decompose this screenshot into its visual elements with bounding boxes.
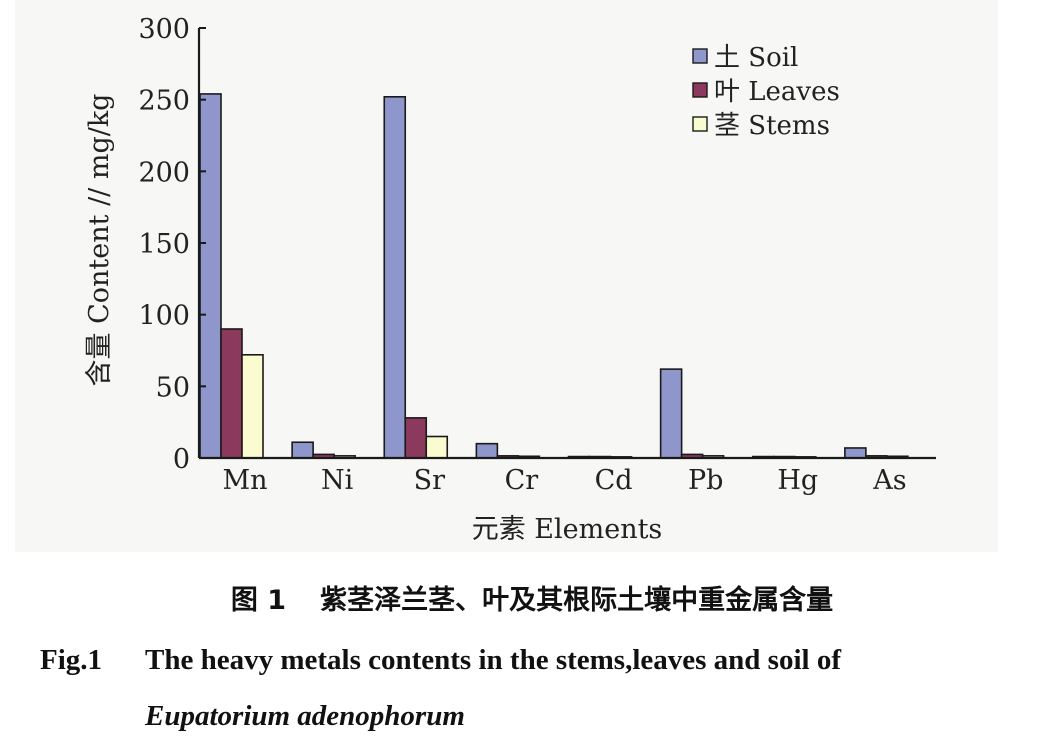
caption-cn-title: 紫茎泽兰茎、叶及其根际土壤中重金属含量 xyxy=(320,585,834,616)
bar-sr-series-3 xyxy=(425,435,449,459)
y-tick-label: 100 xyxy=(138,301,190,332)
bar-mn-series-3 xyxy=(241,353,264,459)
legend-swatch-2 xyxy=(692,82,708,98)
caption-chinese: 图 1 紫茎泽兰茎、叶及其根际土壤中重金属含量 xyxy=(0,578,1064,617)
legend-label-2: 叶 Leaves xyxy=(714,77,840,107)
legend: 土 Soil 叶 Leaves 茎 Stems xyxy=(692,43,840,141)
bar-cr-series-1 xyxy=(475,442,499,459)
caption-cn-number: 图 1 xyxy=(230,585,287,616)
axes-layer: 0 50 100 150 200 250 300 Mn Ni Sr Cr Cd Pb Hg As xyxy=(138,14,936,496)
bar-pb-series-1 xyxy=(659,368,683,459)
legend-label-1: 土 Soil xyxy=(714,43,798,73)
x-tick-label-pb: Pb xyxy=(688,465,723,496)
figure-panel xyxy=(15,0,998,552)
bars-layer xyxy=(199,93,909,459)
caption-english: Fig.1 The heavy metals contents in the st… xyxy=(40,640,1040,732)
bar-as-series-1 xyxy=(844,447,867,459)
y-tick-label: 0 xyxy=(173,444,190,475)
bar-chart: 0 50 100 150 200 250 300 Mn Ni Sr Cr Cd Pb Hg As 土 Soi… xyxy=(84,14,936,545)
bar-ni-series-1 xyxy=(291,441,314,459)
x-tick-label-cd: Cd xyxy=(595,465,633,496)
x-tick-label-cr: Cr xyxy=(505,465,539,496)
y-axis-title: 含量 Content // mg/kg xyxy=(84,94,115,387)
y-tick-label: 300 xyxy=(138,14,190,45)
caption-en-title: The heavy metals contents in the stems,l… xyxy=(145,644,841,676)
y-tick-label: 150 xyxy=(138,229,190,260)
legend-swatch-3 xyxy=(692,116,708,132)
bar-mn-series-2 xyxy=(220,328,243,459)
legend-label-3: 茎 Stems xyxy=(714,111,830,141)
bar-mn-series-1 xyxy=(199,93,222,459)
x-tick-label-sr: Sr xyxy=(414,465,445,496)
x-tick-label-hg: Hg xyxy=(777,465,818,496)
bar-sr-series-1 xyxy=(383,96,407,459)
x-tick-label-as: As xyxy=(872,465,906,496)
x-tick-label-ni: Ni xyxy=(321,465,354,496)
caption-en-number: Fig.1 xyxy=(40,644,103,676)
y-tick-label: 200 xyxy=(138,157,190,188)
caption-en-species: Eupatorium adenophorum xyxy=(145,700,465,732)
x-axis-title: 元素 Elements xyxy=(472,514,663,545)
legend-swatch-1 xyxy=(692,48,708,64)
y-tick-label: 50 xyxy=(156,372,190,403)
bar-sr-series-2 xyxy=(404,417,428,459)
x-tick-label-mn: Mn xyxy=(223,465,268,496)
y-tick-label: 250 xyxy=(138,86,190,117)
